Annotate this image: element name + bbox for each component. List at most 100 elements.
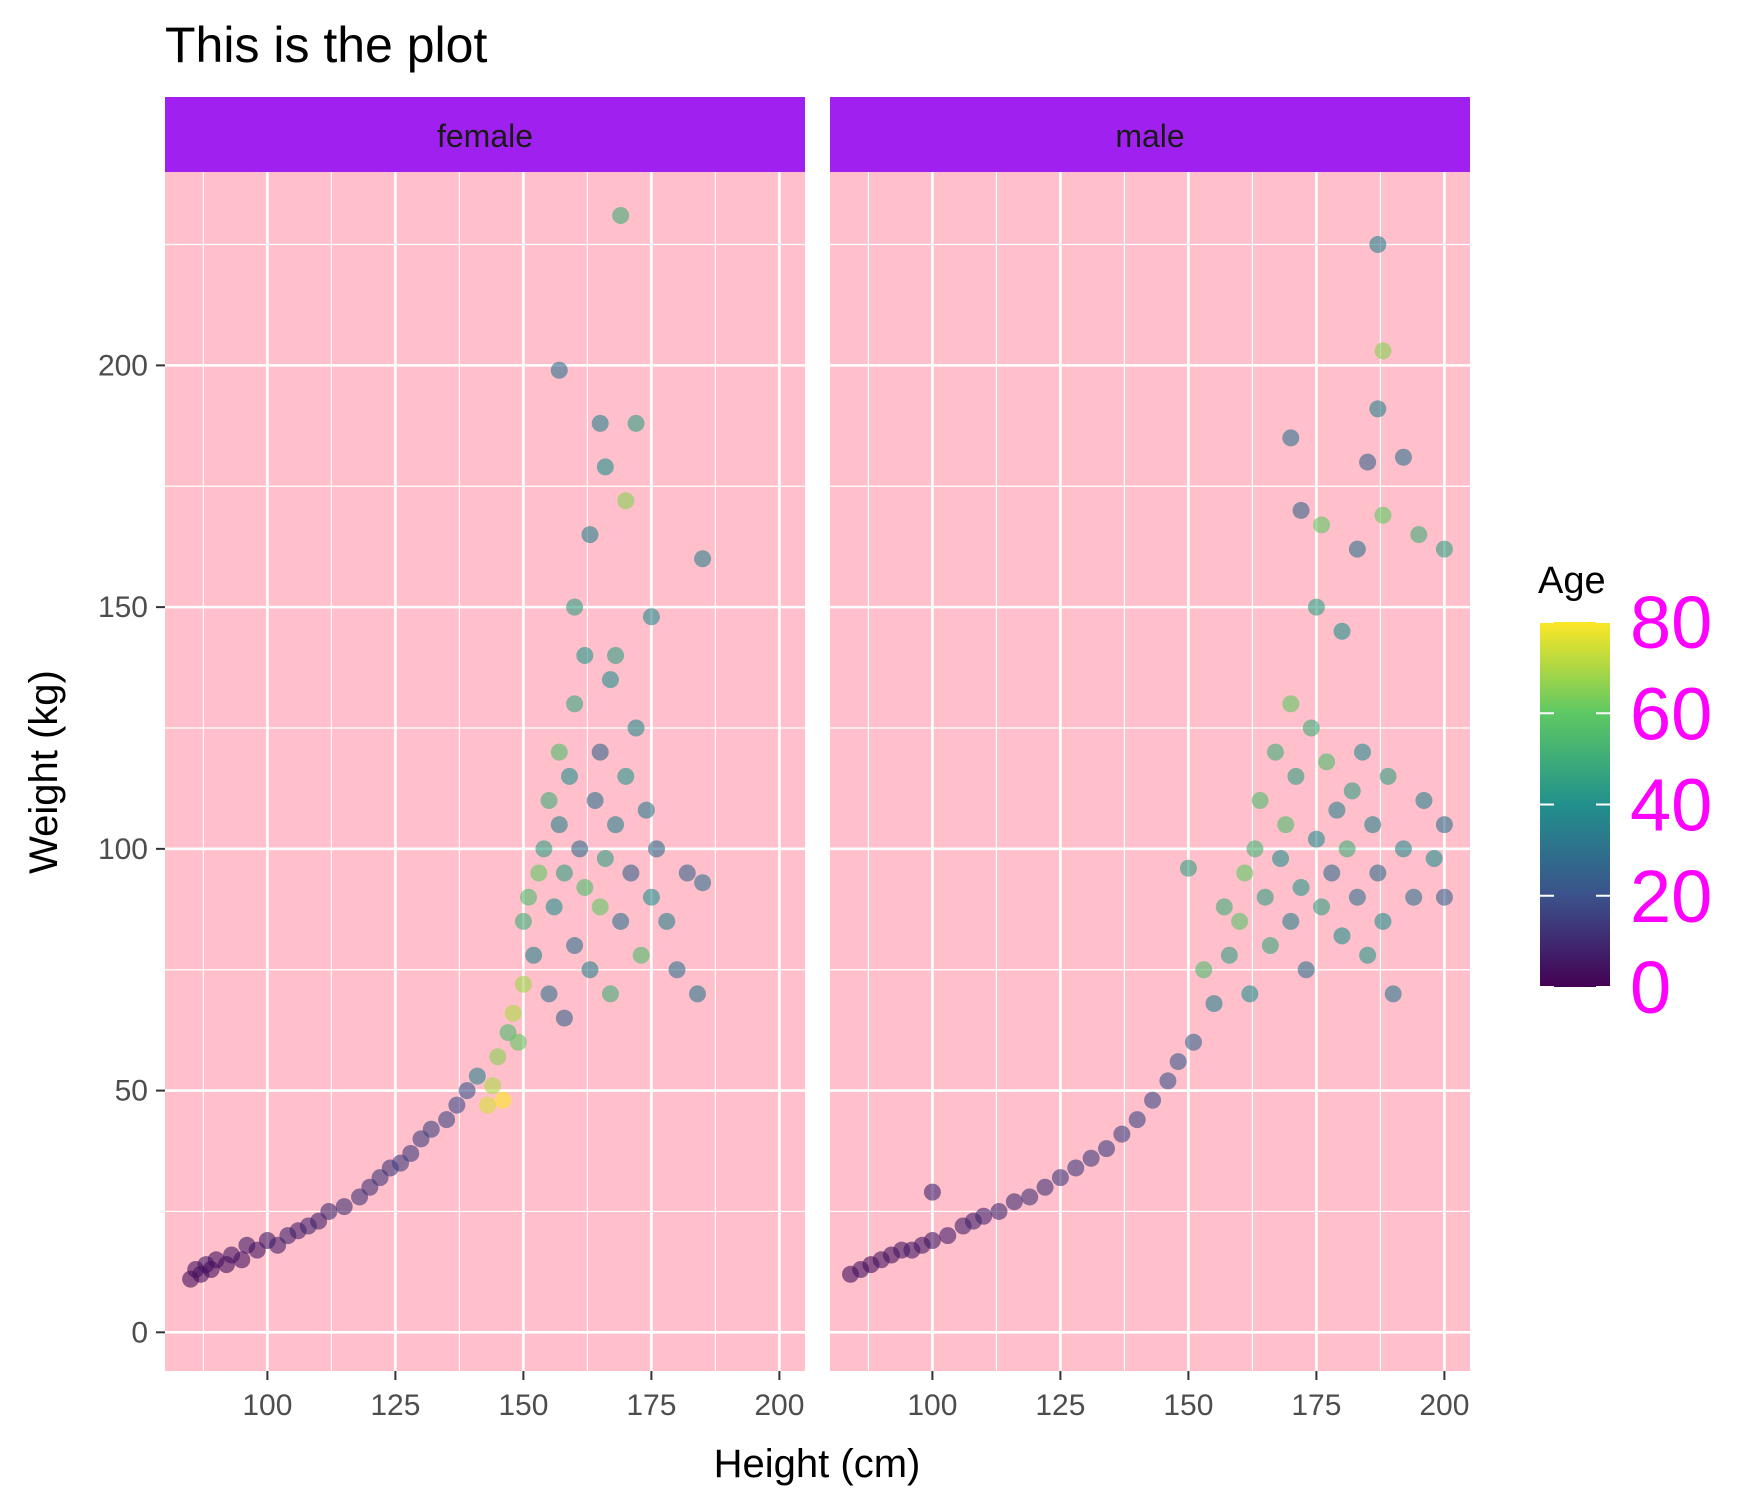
data-point (335, 1198, 353, 1216)
data-point (1082, 1149, 1100, 1167)
data-point (1169, 1053, 1187, 1071)
facet-strip-female (165, 97, 805, 172)
data-point (504, 1004, 522, 1022)
data-point (571, 840, 589, 858)
data-point (1302, 719, 1320, 737)
panel-female: female (165, 97, 805, 1371)
x-tick-label: 150 (498, 1389, 548, 1422)
data-point (550, 743, 568, 761)
data-point (1277, 816, 1295, 834)
data-point (1394, 448, 1412, 466)
data-point (484, 1077, 502, 1095)
data-point (939, 1227, 957, 1245)
legend-tick-label: 20 (1630, 855, 1712, 938)
data-point (1282, 695, 1300, 713)
x-tick-label: 175 (626, 1389, 676, 1422)
data-point (489, 1048, 507, 1066)
facet-label-male: male (1115, 118, 1184, 154)
data-point (622, 864, 640, 882)
legend-tick-label: 40 (1630, 764, 1712, 847)
legend-tick-label: 0 (1630, 946, 1671, 1029)
data-point (627, 414, 645, 432)
data-point (1374, 506, 1392, 524)
data-point (1292, 501, 1310, 519)
data-point (233, 1251, 251, 1269)
data-point (1379, 767, 1397, 785)
data-point (1394, 840, 1412, 858)
data-point (458, 1082, 476, 1100)
data-point (1359, 946, 1377, 964)
data-point (1036, 1178, 1054, 1196)
data-point (581, 961, 599, 979)
grid-female (165, 172, 805, 1371)
data-point (1343, 782, 1361, 800)
data-point (1374, 912, 1392, 930)
data-point (1369, 236, 1387, 254)
data-point (520, 888, 538, 906)
data-point (975, 1207, 993, 1225)
data-point (1369, 864, 1387, 882)
chart-title: This is the plot (165, 17, 487, 73)
data-point (1415, 792, 1433, 810)
x-tick-label: 200 (754, 1389, 804, 1422)
data-point (402, 1144, 420, 1162)
data-point (1051, 1169, 1069, 1187)
data-point (1307, 598, 1325, 616)
data-point (658, 912, 676, 930)
data-point (1097, 1140, 1115, 1158)
data-point (555, 864, 573, 882)
data-point (1348, 540, 1366, 558)
points-female (182, 207, 712, 1288)
data-point (1021, 1188, 1039, 1206)
data-point (612, 207, 630, 225)
x-tick-label: 125 (370, 1389, 420, 1422)
panel-background-male (830, 172, 1470, 1371)
data-point (1220, 946, 1238, 964)
data-point (648, 840, 666, 858)
x-axis: 100 125 150 175 200 100 125 150 175 200 (242, 1371, 1469, 1422)
facet-label-female: female (437, 118, 533, 154)
x-tick-label: 150 (1163, 1389, 1213, 1422)
data-point (1292, 879, 1310, 897)
data-point (545, 898, 563, 916)
data-point (607, 646, 625, 664)
x-tick-label: 200 (1419, 1389, 1469, 1422)
y-axis-title: Weight (kg) (22, 670, 66, 874)
data-point (637, 801, 655, 819)
data-point (923, 1183, 941, 1201)
data-point (1435, 540, 1453, 558)
data-point (612, 912, 630, 930)
data-point (1333, 622, 1351, 640)
data-point (627, 719, 645, 737)
x-tick-label: 100 (242, 1389, 292, 1422)
data-point (530, 864, 548, 882)
legend-tick-label: 60 (1630, 672, 1712, 755)
data-point (1251, 792, 1269, 810)
data-point (1359, 453, 1377, 471)
x-tick-label: 100 (907, 1389, 957, 1422)
data-point (1067, 1159, 1085, 1177)
data-point (1231, 912, 1249, 930)
data-point (535, 840, 553, 858)
data-point (1435, 816, 1453, 834)
data-point (1005, 1193, 1023, 1211)
data-point (1410, 526, 1428, 544)
data-point (448, 1096, 466, 1114)
data-point (1338, 840, 1356, 858)
data-point (1128, 1111, 1146, 1129)
data-point (596, 850, 614, 868)
data-point (1318, 753, 1336, 771)
data-point (923, 1231, 941, 1249)
y-tick-label: 200 (98, 349, 148, 382)
data-point (566, 598, 584, 616)
y-tick-label: 50 (115, 1075, 148, 1108)
data-point (1287, 767, 1305, 785)
data-point (540, 792, 558, 810)
data-point (1313, 516, 1331, 534)
data-point (555, 1009, 573, 1027)
data-point (1313, 898, 1331, 916)
data-point (1328, 801, 1346, 819)
data-point (586, 792, 604, 810)
y-tick-label: 150 (98, 591, 148, 624)
